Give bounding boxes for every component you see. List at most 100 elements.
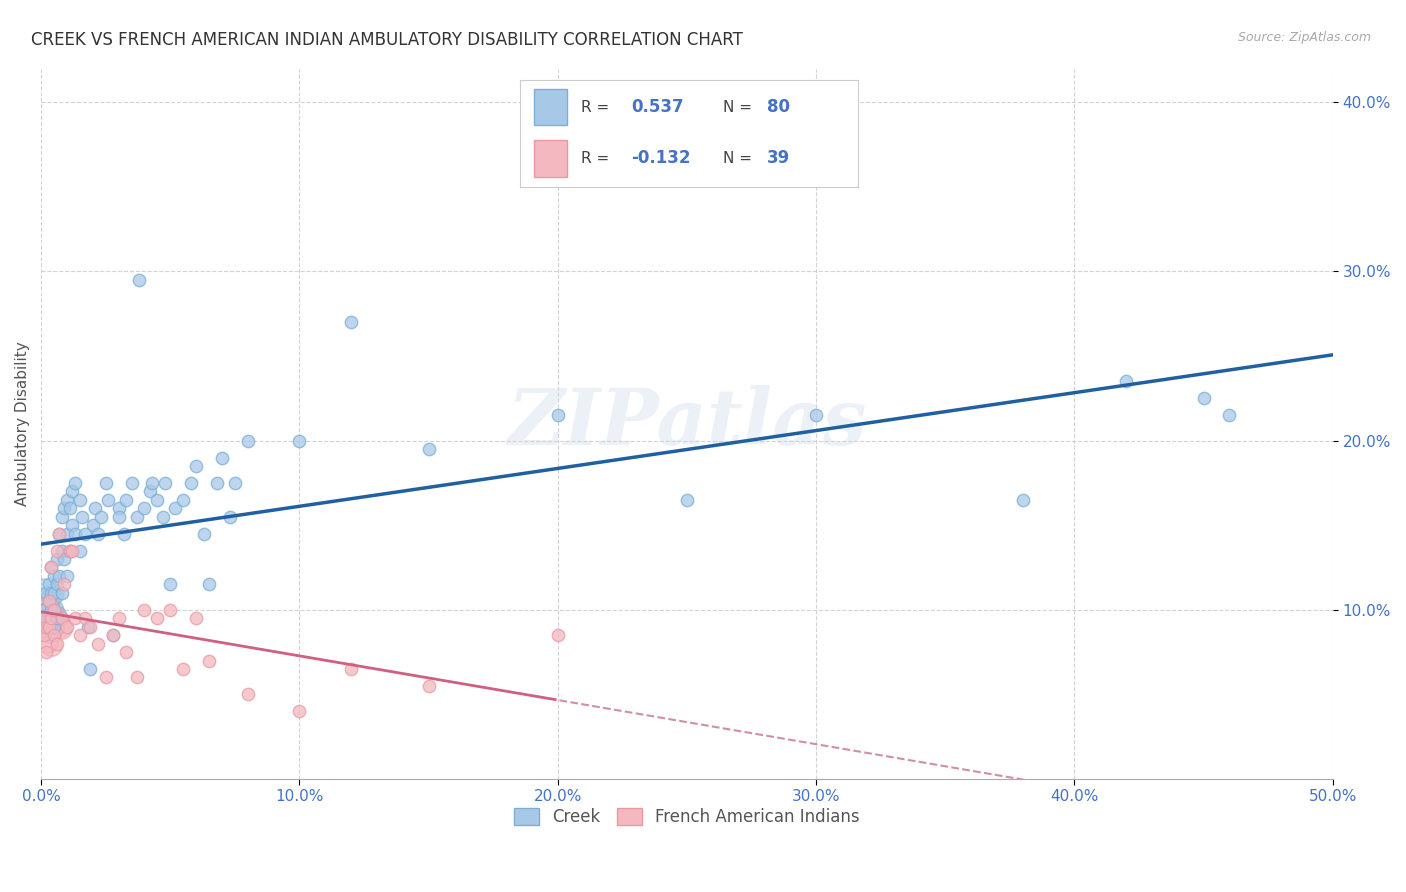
Point [42,628,65,642]
Point [56,620,79,634]
Point [141,475,163,490]
Point [38,620,60,634]
Point [73,611,96,625]
Text: 0.537: 0.537 [631,98,685,116]
Point [211,450,233,465]
Point [42,603,65,617]
Point [56,526,79,541]
Point [94,670,117,684]
Point [41,586,63,600]
Point [35,599,58,613]
Point [82,518,104,533]
Bar [534,140,568,177]
Point [152,509,174,524]
Point [172,662,194,676]
Text: -0.132: -0.132 [631,150,692,168]
Point [53,552,76,566]
Point [69,543,91,558]
Point [32,582,55,596]
Point [103,628,125,642]
Point [134,501,156,516]
Point [79,662,101,676]
Point [38,594,60,608]
Point [42,611,65,625]
Point [340,315,363,329]
Point [35,645,58,659]
Point [198,653,221,667]
Point [56,569,79,583]
Text: 80: 80 [766,98,790,116]
Point [63,475,86,490]
Point [146,492,169,507]
Point [76,620,98,634]
Point [51,611,73,625]
Point [38,611,60,625]
Point [53,501,76,516]
Point [58,543,80,558]
Point [39,624,62,639]
Text: CREEK VS FRENCH AMERICAN INDIAN AMBULATORY DISABILITY CORRELATION CHART: CREEK VS FRENCH AMERICAN INDIAN AMBULATO… [31,31,742,49]
Text: N =: N = [723,151,756,166]
Point [35,611,58,625]
Point [48,569,70,583]
Point [1115,375,1137,389]
Point [60,484,83,499]
Text: Source: ZipAtlas.com: Source: ZipAtlas.com [1237,31,1371,45]
Point [42,620,65,634]
Point [115,492,138,507]
Point [63,526,86,541]
Point [32,607,55,621]
Point [32,603,55,617]
Point [193,526,215,541]
Point [236,434,259,448]
Point [42,620,65,634]
Point [87,526,110,541]
Point [32,615,55,629]
Point [94,475,117,490]
Point [69,492,91,507]
Text: ZIPatlas: ZIPatlas [508,385,866,462]
Point [340,662,363,676]
Point [63,611,86,625]
Point [236,687,259,701]
Point [42,586,65,600]
Point [48,526,70,541]
Point [38,593,60,607]
Point [72,509,94,524]
Point [41,611,63,625]
Text: R =: R = [581,100,614,114]
Point [32,628,55,642]
Point [35,634,58,648]
Point [125,670,148,684]
Point [38,577,60,591]
Point [1011,492,1033,507]
Point [32,611,55,625]
Point [676,492,699,507]
Point [107,501,129,516]
Point [35,620,58,634]
Point [51,509,73,524]
Point [153,475,176,490]
Point [184,611,207,625]
Point [288,434,311,448]
Point [112,526,135,541]
Point [103,628,125,642]
Point [41,603,63,617]
Point [49,618,72,632]
Point [42,603,65,617]
Point [1192,392,1215,406]
Point [45,552,67,566]
Point [159,603,181,617]
Point [73,526,96,541]
Point [418,442,440,456]
Point [146,611,169,625]
Point [42,569,65,583]
Point [53,577,76,591]
Text: R =: R = [581,151,614,166]
Point [180,475,202,490]
Point [1218,409,1240,423]
Point [60,518,83,533]
Point [41,587,63,601]
Point [45,608,67,623]
Point [107,611,129,625]
